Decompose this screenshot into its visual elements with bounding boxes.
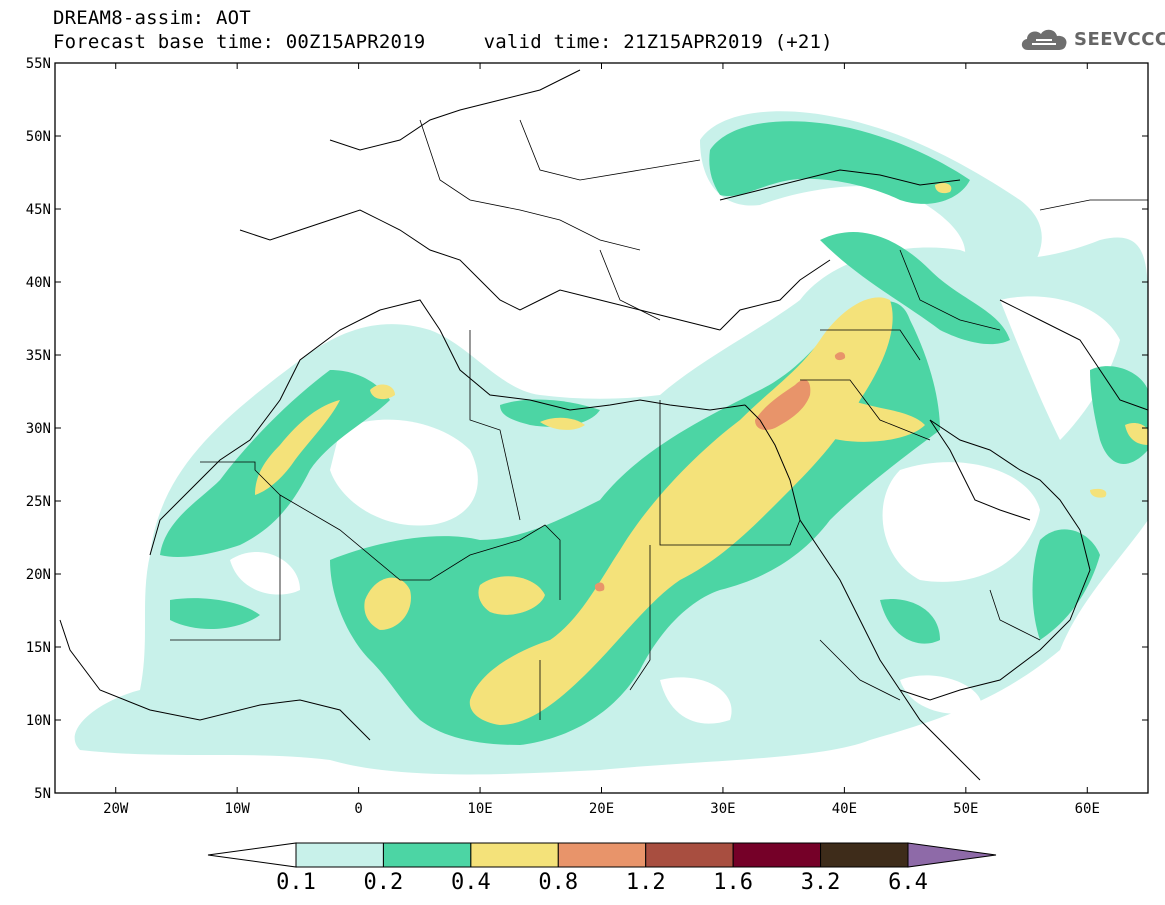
colorbar: 0.1 0.2 0.4 0.8 1.2 1.6 3.2 6.4 bbox=[207, 842, 997, 895]
lon-label: 40E bbox=[832, 801, 857, 817]
lat-label: 15N bbox=[26, 640, 51, 656]
aot-field bbox=[74, 111, 1148, 775]
lon-label: 30E bbox=[710, 801, 735, 817]
lat-label: 45N bbox=[26, 202, 51, 218]
colorbar-label: 6.4 bbox=[888, 870, 928, 895]
title-times: Forecast base time: 00Z15APR2019 valid t… bbox=[53, 31, 833, 53]
cloud-icon bbox=[1021, 29, 1067, 50]
coastlines bbox=[59, 69, 1148, 781]
colorbar-label: 1.6 bbox=[713, 870, 753, 895]
seevccc-logo: SEEVCCC bbox=[1018, 24, 1165, 54]
map-title: DREAM8-assim: AOT Forecast base time: 00… bbox=[53, 6, 833, 54]
colorbar-arrow-high bbox=[907, 842, 997, 868]
colorbar-label: 3.2 bbox=[801, 870, 841, 895]
lon-label: 10E bbox=[467, 801, 492, 817]
country-borders bbox=[170, 119, 1148, 720]
colorbar-swatch bbox=[732, 842, 822, 868]
latitude-axis: 55N 50N 45N 40N 35N 30N 25N 20N 15N 10N 5N bbox=[26, 56, 1148, 802]
lat-label: 20N bbox=[26, 567, 51, 583]
lon-label: 60E bbox=[1075, 801, 1100, 817]
colorbar-swatch bbox=[820, 842, 909, 868]
colorbar-swatch bbox=[557, 842, 647, 868]
colorbar-swatch bbox=[382, 842, 472, 868]
lon-label: 10W bbox=[225, 801, 251, 817]
colorbar-swatch bbox=[295, 842, 384, 868]
colorbar-label: 1.2 bbox=[626, 870, 666, 895]
lon-label: 0 bbox=[354, 801, 362, 817]
lat-label: 10N bbox=[26, 713, 51, 729]
lon-label: 20E bbox=[589, 801, 614, 817]
lon-label: 50E bbox=[953, 801, 978, 817]
colorbar-label: 0.8 bbox=[538, 870, 578, 895]
colorbar-label: 0.4 bbox=[451, 870, 491, 895]
lon-label: 20W bbox=[103, 801, 129, 817]
logo-text: SEEVCCC bbox=[1074, 28, 1165, 50]
colorbar-arrow-low bbox=[207, 842, 297, 868]
colorbar-label: 0.1 bbox=[276, 870, 316, 895]
colorbar-label: 0.2 bbox=[364, 870, 404, 895]
lat-label: 55N bbox=[26, 56, 51, 72]
aot-level-0.8 bbox=[594, 352, 846, 592]
title-product: DREAM8-assim: AOT bbox=[53, 7, 251, 29]
aot-gaps bbox=[230, 296, 1120, 724]
lat-label: 50N bbox=[26, 129, 51, 145]
colorbar-swatch bbox=[470, 842, 559, 868]
lat-label: 35N bbox=[26, 348, 51, 364]
colorbar-swatch bbox=[645, 842, 734, 868]
lat-label: 25N bbox=[26, 494, 51, 510]
lat-label: 5N bbox=[34, 786, 51, 802]
longitude-axis: 20W 10W 0 10E 20E 30E 40E 50E 60E bbox=[103, 63, 1100, 817]
lat-label: 30N bbox=[26, 421, 51, 437]
lat-label: 40N bbox=[26, 275, 51, 291]
